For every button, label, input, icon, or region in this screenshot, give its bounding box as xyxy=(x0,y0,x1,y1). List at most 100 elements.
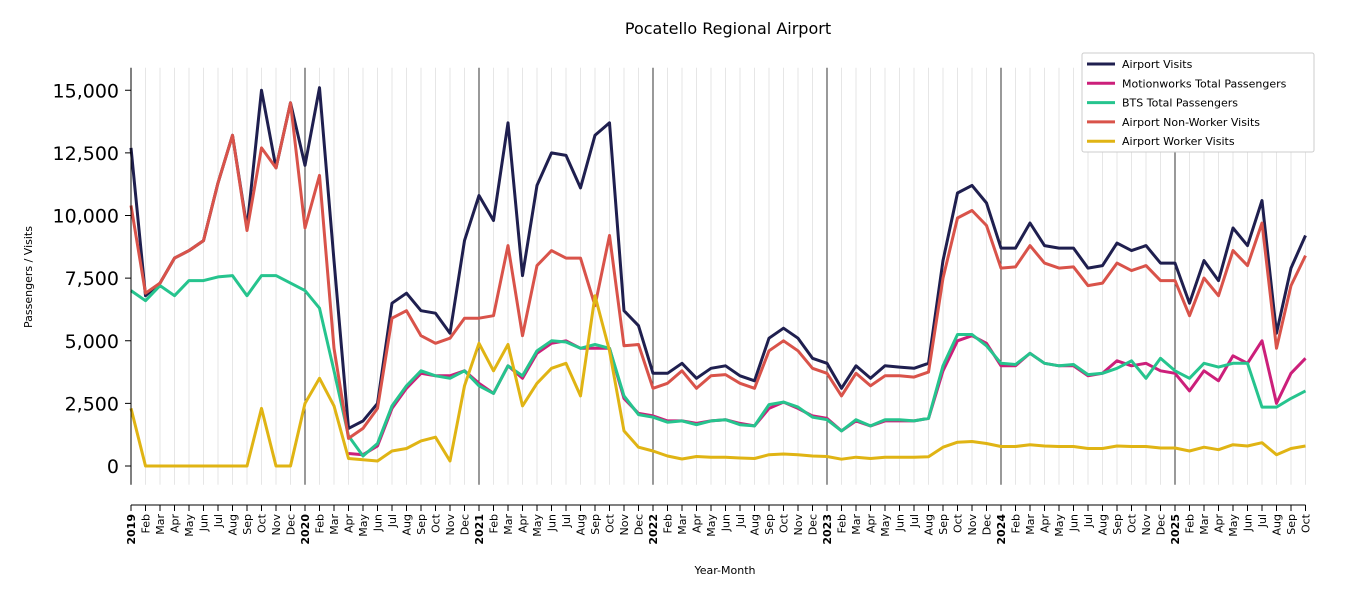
x-tick-label: Jul xyxy=(1082,514,1095,528)
x-tick-label: Sep xyxy=(1111,514,1124,535)
x-tick-label: Aug xyxy=(227,514,240,535)
x-tick-label: Oct xyxy=(430,513,443,533)
x-tick-label: Mar xyxy=(1024,514,1037,535)
x-tick-label: Jun xyxy=(546,514,559,532)
x-tick-label: May xyxy=(705,514,718,537)
x-tick-label: Oct xyxy=(256,513,269,533)
x-tick-label: Dec xyxy=(285,514,298,535)
legend-label: Airport Visits xyxy=(1122,58,1193,71)
series-lines xyxy=(129,86,1307,468)
x-tick-label: Mar xyxy=(502,514,515,535)
x-tick-label: Mar xyxy=(328,514,341,535)
x-tick-label: Apr xyxy=(865,514,878,534)
x-tick-label: Oct xyxy=(1300,513,1313,533)
x-tick-label: Sep xyxy=(589,514,602,535)
legend-box xyxy=(1081,52,1315,153)
chart-title: Pocatello Regional Airport xyxy=(625,19,831,38)
x-tick-label: Feb xyxy=(662,514,675,533)
x-tick-label: Oct xyxy=(604,513,617,533)
x-tick-label: May xyxy=(357,514,370,537)
legend-label: Airport Non-Worker Visits xyxy=(1122,116,1260,129)
x-tick-label: Jul xyxy=(212,514,225,528)
axes xyxy=(130,67,1306,506)
x-tick-label: Mar xyxy=(154,514,167,535)
x-tick-label: Jun xyxy=(894,514,907,532)
x-tick-label: Apr xyxy=(1213,514,1226,534)
x-tick-label: Aug xyxy=(1271,514,1284,535)
x-tick-label: Dec xyxy=(633,514,646,535)
x-tick-label-year: 2022 xyxy=(647,514,660,545)
x-tick-label: Dec xyxy=(459,514,472,535)
x-tick-label: Sep xyxy=(415,514,428,535)
x-tick-label: Nov xyxy=(618,514,631,536)
x-tick-label: Mar xyxy=(850,514,863,535)
y-tick-label: 10,000 xyxy=(53,206,119,228)
x-tick-label: Dec xyxy=(981,514,994,535)
x-tick-label-year: 2021 xyxy=(473,514,486,545)
x-tick-label: Apr xyxy=(1039,514,1052,534)
x-tick-label: Aug xyxy=(749,514,762,535)
x-axis-ticks: 2019 Feb Mar Apr May Jun Jul Aug Sep Oct Nov Dec 202… xyxy=(125,505,1313,545)
x-tick-label: Oct xyxy=(952,513,965,533)
x-tick-label: Feb xyxy=(488,514,501,533)
x-tick-label: Aug xyxy=(401,514,414,535)
x-tick-label: Aug xyxy=(1097,514,1110,535)
x-tick-label: Feb xyxy=(314,514,327,533)
x-tick-label-year: 2023 xyxy=(821,514,834,545)
x-tick-label: May xyxy=(1053,514,1066,537)
x-tick-label: Dec xyxy=(807,514,820,535)
x-tick-label: Oct xyxy=(778,513,791,533)
legend-label: Motionworks Total Passengers xyxy=(1122,77,1287,90)
series-line-3 xyxy=(130,274,1307,458)
x-tick-label: Sep xyxy=(937,514,950,535)
series-line-1 xyxy=(129,86,1307,430)
x-tick-label: Apr xyxy=(169,514,182,534)
x-tick-label: Mar xyxy=(1198,514,1211,535)
x-tick-label: Jul xyxy=(560,514,573,528)
x-tick-label: Sep xyxy=(241,514,254,535)
x-tick-label-year: 2020 xyxy=(299,514,312,545)
x-tick-label: Jul xyxy=(1256,514,1269,528)
x-tick-label: May xyxy=(531,514,544,537)
x-tick-label: Jun xyxy=(198,514,211,532)
x-axis-label: Year-Month xyxy=(693,564,755,577)
x-tick-label-year: 2024 xyxy=(995,514,1008,545)
x-tick-label: Nov xyxy=(444,514,457,536)
x-tick-label: May xyxy=(1227,514,1240,537)
x-tick-label: Sep xyxy=(1285,514,1298,535)
x-tick-label: Dec xyxy=(1155,514,1168,535)
x-tick-label: Apr xyxy=(343,514,356,534)
y-tick-label: 0 xyxy=(107,456,119,478)
x-tick-label: Feb xyxy=(1010,514,1023,533)
y-tick-label: 7,500 xyxy=(65,268,119,290)
x-tick-label: Oct xyxy=(1126,513,1139,533)
legend-label: Airport Worker Visits xyxy=(1122,135,1235,148)
series-line-4 xyxy=(129,101,1307,440)
y-tick-label: 5,000 xyxy=(65,331,119,353)
x-tick-label: Nov xyxy=(270,514,283,536)
legend-label: BTS Total Passengers xyxy=(1122,97,1238,110)
x-tick-label: Jul xyxy=(386,514,399,528)
x-tick-label: Apr xyxy=(691,514,704,534)
y-tick-label: 2,500 xyxy=(65,393,119,415)
y-tick-label: 12,500 xyxy=(53,143,119,165)
legend: Airport Visits Motionworks Total Passenge… xyxy=(1081,52,1315,153)
x-tick-label: Mar xyxy=(676,514,689,535)
x-tick-label: Jul xyxy=(908,514,921,528)
x-tick-label-year: 2019 xyxy=(125,514,138,545)
x-tick-label: Jul xyxy=(734,514,747,528)
x-tick-label: Jun xyxy=(1242,514,1255,532)
x-tick-label: Feb xyxy=(140,514,153,533)
x-tick-label: Jun xyxy=(1068,514,1081,532)
x-tick-label: May xyxy=(183,514,196,537)
x-tick-label: Aug xyxy=(923,514,936,535)
x-tick-label-year: 2025 xyxy=(1169,514,1182,545)
x-tick-label: Jun xyxy=(720,514,733,532)
y-axis-ticks: 0 2,500 5,000 7,500 10,000 12,500 15,000 xyxy=(53,80,131,478)
x-tick-label: Nov xyxy=(966,514,979,536)
x-tick-label: Feb xyxy=(1184,514,1197,533)
y-axis-label: Passengers / Visits xyxy=(22,226,35,328)
x-tick-label: Nov xyxy=(1140,514,1153,536)
x-tick-label: Jun xyxy=(372,514,385,532)
